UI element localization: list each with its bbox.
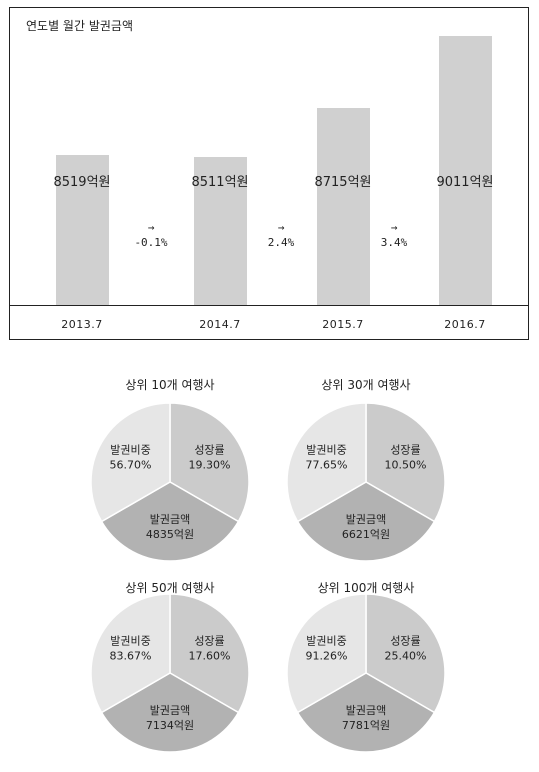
- pie-slice: [100, 481, 240, 562]
- bar-2013.7: [55, 155, 109, 305]
- growth-label: → -0.1%: [134, 221, 168, 249]
- pie-slice: [169, 593, 250, 714]
- pie-slice-label: 발권금액 4835억원: [146, 513, 194, 541]
- pie-chart: 성장률 10.50% 발권금액 6621억원 발권비중 77.65%: [286, 402, 446, 562]
- pie-slice: [286, 402, 367, 523]
- bar-plot-area: 8519억원 8511억원 8715억원 9011억원 → -0.1% → 2.4% → 3.4%: [10, 8, 528, 305]
- pie-slice-label: 발권금액 7781억원: [342, 704, 390, 732]
- pie-slice-label: 발권금액 7134억원: [146, 704, 194, 732]
- pie-slice: [365, 402, 446, 523]
- pie-slice-label: 성장률 19.30%: [189, 444, 231, 472]
- pie-slice: [286, 593, 367, 714]
- x-tick-label: 2015.7: [322, 318, 364, 331]
- bar-value-label: 8519억원: [53, 175, 111, 190]
- pie-slice: [90, 402, 171, 523]
- pie-title: 상위 50개 여행사: [125, 581, 215, 595]
- bar-value-label: 9011억원: [436, 175, 494, 190]
- x-tick-label: 2016.7: [444, 318, 486, 331]
- pie-chart: 성장률 19.30% 발권금액 4835억원 발권비중 56.70%: [90, 402, 250, 562]
- pie-slice-label: 성장률 10.50%: [385, 444, 427, 472]
- pie-slice-label: 발권금액 6621억원: [342, 513, 390, 541]
- pie-slice-label: 성장률 17.60%: [189, 635, 231, 663]
- pie-title: 상위 10개 여행사: [125, 378, 215, 392]
- bar-2015.7: [316, 107, 370, 305]
- growth-label: → 3.4%: [380, 221, 408, 249]
- pie-slice: [100, 672, 240, 753]
- pie-chart: 성장률 25.40% 발권금액 7781억원 발권비중 91.26%: [286, 593, 446, 753]
- x-tick-label: 2013.7: [61, 318, 103, 331]
- pie-slice: [90, 593, 171, 714]
- pie-slice-label: 발권비중 91.26%: [306, 635, 348, 663]
- bar-x-axis: 2013.7 2014.7 2015.7 2016.7: [10, 305, 528, 340]
- pie-slice-label: 발권비중 56.70%: [110, 444, 152, 472]
- x-tick-label: 2014.7: [199, 318, 241, 331]
- bar-value-label: 8511억원: [191, 175, 249, 190]
- pie-chart: 성장률 17.60% 발권금액 7134억원 발권비중 83.67%: [90, 593, 250, 753]
- bar-2014.7: [193, 157, 247, 305]
- bar-chart: 연도별 월간 발권금액 8519억원 8511억원 8715억원 9011억원 → -0.…: [9, 7, 529, 340]
- growth-label: → 2.4%: [267, 221, 295, 249]
- bar-chart-title: 연도별 월간 발권금액: [26, 19, 133, 33]
- bar-2016.7: [438, 36, 492, 305]
- pie-slice: [296, 481, 436, 562]
- pie-slice-label: 발권비중 77.65%: [306, 444, 348, 472]
- pie-slice-label: 성장률 25.40%: [385, 635, 427, 663]
- pie-slice-label: 발권비중 83.67%: [110, 635, 152, 663]
- pie-slice: [365, 593, 446, 714]
- pie-slice: [169, 402, 250, 523]
- pie-title: 상위 100개 여행사: [317, 581, 415, 595]
- bar-value-label: 8715억원: [314, 175, 372, 190]
- pie-slice: [296, 672, 436, 753]
- pie-title: 상위 30개 여행사: [321, 378, 411, 392]
